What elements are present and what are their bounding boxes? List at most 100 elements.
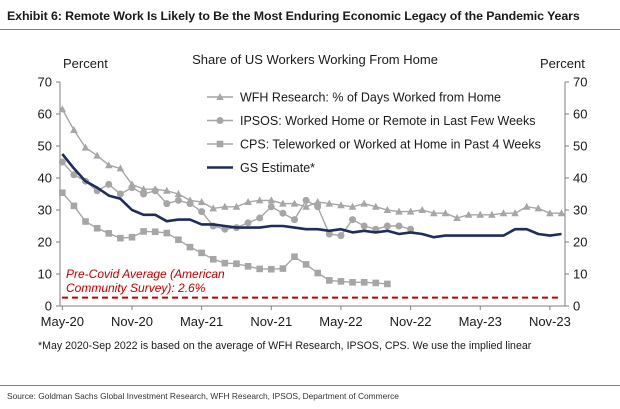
y-tick-label-left: 0 bbox=[45, 299, 52, 314]
data-point bbox=[209, 204, 218, 212]
y-tick-label-left: 70 bbox=[38, 75, 52, 90]
data-point bbox=[325, 199, 334, 207]
y-tick-label-left: 20 bbox=[38, 235, 52, 250]
data-point bbox=[70, 126, 78, 133]
legend-label: WFH Research: % of Days Worked from Home bbox=[240, 91, 501, 105]
footnote: *May 2020-Sep 2022 is based on the avera… bbox=[38, 340, 532, 352]
data-point bbox=[244, 198, 252, 205]
x-tick-label: Nov-20 bbox=[111, 314, 153, 329]
data-point bbox=[383, 222, 391, 230]
data-point bbox=[93, 151, 101, 159]
x-tick-label: Nov-22 bbox=[390, 314, 432, 329]
data-point bbox=[557, 209, 566, 217]
data-point bbox=[360, 199, 368, 207]
data-point bbox=[267, 265, 275, 273]
data-point bbox=[371, 202, 380, 210]
data-point bbox=[163, 229, 171, 237]
data-point bbox=[430, 209, 438, 217]
data-point bbox=[216, 117, 224, 124]
data-point bbox=[151, 228, 159, 236]
data-point bbox=[291, 216, 299, 224]
data-point bbox=[337, 232, 345, 240]
data-point bbox=[58, 158, 66, 166]
series-3 bbox=[59, 189, 391, 288]
data-point bbox=[522, 202, 531, 210]
data-point bbox=[244, 219, 252, 227]
data-point bbox=[70, 171, 78, 179]
data-point bbox=[244, 263, 252, 270]
data-point bbox=[476, 210, 485, 218]
data-point bbox=[198, 249, 205, 257]
data-point bbox=[395, 207, 403, 215]
chart: Share of US Workers Working From Home Pe… bbox=[38, 52, 588, 329]
data-point bbox=[128, 184, 136, 192]
data-point bbox=[395, 222, 403, 230]
data-point bbox=[256, 265, 263, 273]
data-point bbox=[348, 202, 357, 210]
data-point bbox=[256, 214, 264, 222]
data-point bbox=[349, 279, 356, 286]
data-point bbox=[349, 216, 357, 224]
data-point bbox=[337, 201, 345, 209]
data-point bbox=[140, 190, 148, 198]
data-point bbox=[216, 93, 224, 100]
data-point bbox=[441, 209, 450, 217]
data-point bbox=[384, 280, 391, 288]
data-point bbox=[488, 210, 496, 218]
legend-label: CPS: Teleworked or Worked at Home in Pas… bbox=[240, 138, 541, 152]
data-point bbox=[58, 105, 67, 113]
data-point bbox=[116, 164, 125, 172]
y-tick-label-left: 40 bbox=[38, 171, 52, 186]
y-tick-label-right: 60 bbox=[573, 107, 587, 122]
legend-label: GS Estimate* bbox=[240, 161, 315, 175]
data-point bbox=[139, 185, 148, 193]
y-tick-label-left: 60 bbox=[38, 107, 52, 122]
data-point bbox=[302, 202, 310, 210]
chart-title: Share of US Workers Working From Home bbox=[192, 52, 438, 67]
data-point bbox=[197, 198, 206, 205]
data-point bbox=[93, 224, 101, 232]
data-point bbox=[267, 196, 276, 204]
bottom-rule bbox=[0, 385, 620, 386]
y-tick-label-left: 30 bbox=[38, 203, 52, 218]
data-point bbox=[128, 233, 136, 241]
data-point bbox=[104, 161, 113, 169]
y-tick-label-right: 40 bbox=[573, 171, 587, 186]
data-point bbox=[81, 143, 90, 151]
data-point bbox=[105, 180, 113, 188]
data-point bbox=[383, 206, 392, 213]
data-point bbox=[314, 203, 322, 211]
data-point bbox=[313, 198, 322, 205]
y-axis-label-right: Percent bbox=[540, 56, 585, 71]
data-point bbox=[302, 261, 310, 268]
legend: WFH Research: % of Days Worked from Home… bbox=[207, 91, 541, 175]
y-tick-label-right: 30 bbox=[573, 203, 587, 218]
data-point bbox=[279, 199, 287, 207]
y-tick-label-left: 50 bbox=[38, 139, 52, 154]
x-tick-label: Nov-21 bbox=[250, 314, 292, 329]
y-tick-label-right: 10 bbox=[573, 267, 587, 282]
data-point bbox=[314, 269, 322, 277]
y-tick-label-right: 70 bbox=[573, 75, 587, 90]
data-point bbox=[499, 209, 508, 217]
data-point bbox=[186, 243, 194, 251]
top-rule bbox=[0, 29, 620, 30]
y-tick-label-right: 50 bbox=[573, 139, 587, 154]
data-point bbox=[82, 218, 89, 225]
data-point bbox=[174, 190, 183, 197]
data-point bbox=[116, 190, 124, 198]
data-point bbox=[511, 209, 519, 217]
data-point bbox=[464, 210, 473, 218]
source-note: Source: Goldman Sachs Global Investment … bbox=[7, 391, 399, 401]
data-point bbox=[326, 277, 333, 284]
data-point bbox=[337, 278, 345, 285]
data-point bbox=[290, 199, 299, 207]
data-point bbox=[406, 207, 415, 215]
series-4 bbox=[61, 153, 562, 239]
y-axis-label-left: Percent bbox=[63, 56, 108, 71]
exhibit-title: Exhibit 6: Remote Work Is Likely to Be t… bbox=[7, 9, 580, 23]
y-tick-label-left: 10 bbox=[38, 267, 52, 282]
data-point bbox=[175, 236, 182, 244]
x-tick-label: May-21 bbox=[180, 314, 223, 329]
data-point bbox=[279, 209, 287, 217]
